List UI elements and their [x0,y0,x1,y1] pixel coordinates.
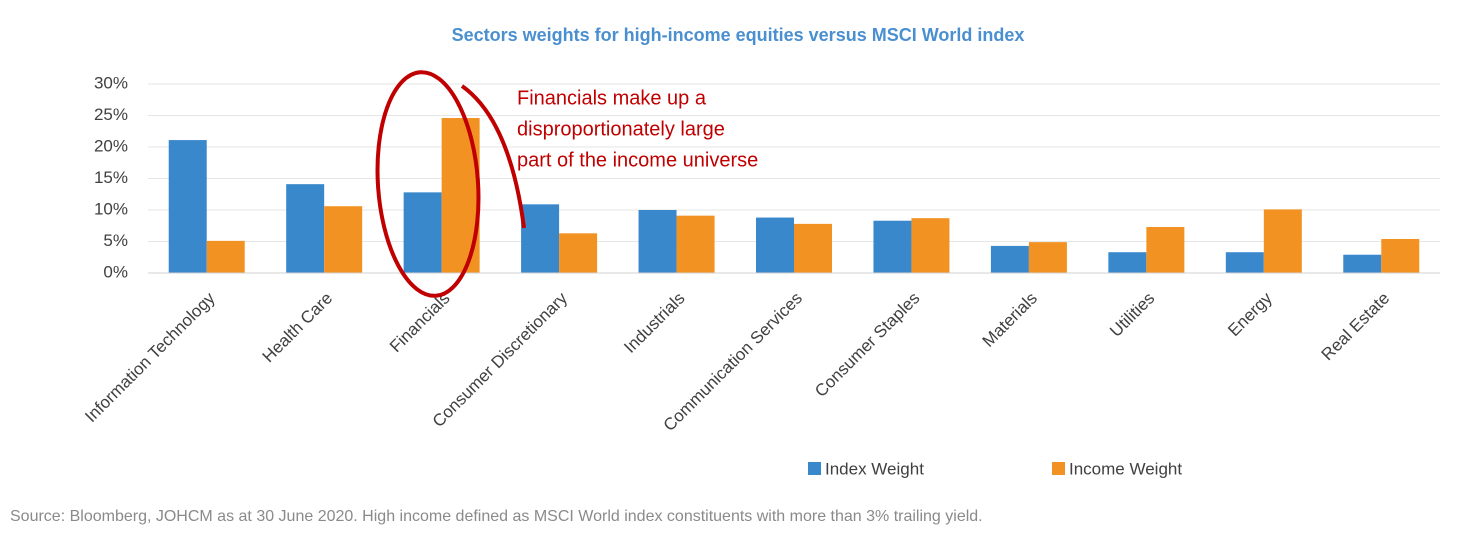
x-tick-label: Real Estate [1318,289,1394,365]
x-tick-label: Information Technology [81,288,219,426]
bar [206,240,245,273]
x-tick-label: Communication Services [660,289,806,435]
x-tick-label: Consumer Staples [811,289,923,401]
bar [794,223,832,273]
bar [1146,227,1185,273]
bar [676,215,715,273]
x-tick-label: Consumer Discretionary [429,288,572,431]
y-tick-label: 25% [94,105,128,124]
y-tick-label: 30% [94,73,128,92]
annotation: disproportionately large [517,118,725,140]
bar [168,140,207,273]
bar [990,245,1029,273]
y-tick-label: 0% [103,262,128,281]
highlight-ellipse [375,70,481,298]
x-tick-label: Energy [1224,288,1276,340]
bar [286,184,325,273]
bar [1381,238,1420,273]
bar [1263,209,1302,273]
bar [403,192,442,273]
y-tick-label: 5% [103,231,128,250]
bar [1108,252,1147,273]
legend-label: Income Weight [1069,459,1182,478]
x-tick-label: Industrials [620,289,688,357]
x-tick-label: Utilities [1106,289,1158,341]
bar [324,206,363,273]
bar [1028,242,1067,273]
x-tick-label: Materials [979,289,1041,351]
plot-area: 0% 5% 10% 15% 20% 25% 30% Information Technolog… [81,73,1440,478]
x-tick-label: Health Care [259,289,337,367]
y-tick-label: 10% [94,199,128,218]
annotation: part of the income universe [517,149,758,171]
bar [756,217,794,273]
annotation: Financials make up a [517,87,707,109]
legend-swatch [808,462,821,475]
bar [1343,254,1382,273]
legend-label: Index Weight [825,459,924,478]
y-tick-label: 15% [94,168,128,187]
bar [559,233,598,273]
bar [1225,252,1264,273]
legend-swatch [1052,462,1065,475]
x-tick-label: Financials [386,289,454,357]
y-tick-label: 20% [94,136,128,155]
source-note: Source: Bloomberg, JOHCM as at 30 June 2… [10,508,983,525]
bar [911,218,950,273]
bar [638,210,677,273]
pointer-line [460,84,526,229]
bar [521,204,560,273]
chart-title: Sectors weights for high-income equities… [452,25,1025,45]
bar [873,220,912,273]
